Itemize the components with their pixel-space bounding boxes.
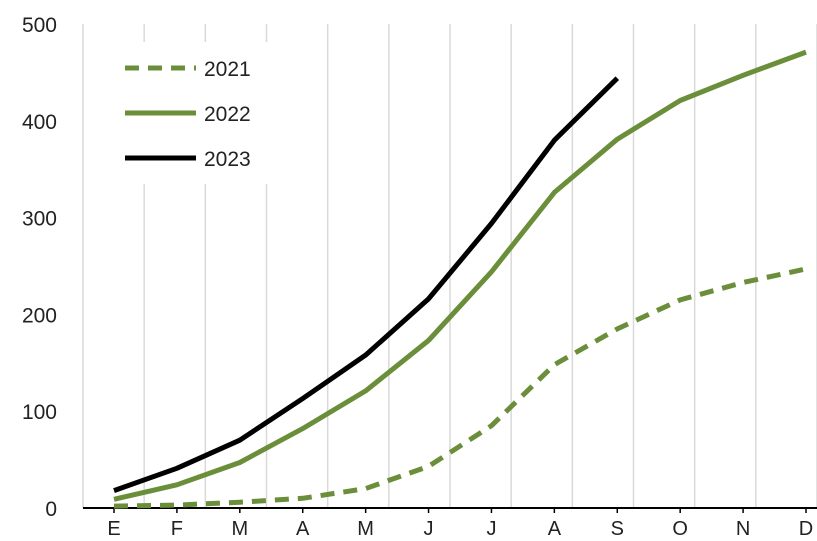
series-line-2023 bbox=[113, 76, 620, 493]
x-tick-label: S bbox=[611, 518, 624, 536]
y-tick-label: 400 bbox=[22, 111, 57, 134]
legend-label: 2022 bbox=[204, 103, 251, 126]
legend-label: 2023 bbox=[204, 148, 251, 171]
y-tick-label: 0 bbox=[45, 498, 57, 521]
x-tick-label: F bbox=[171, 518, 183, 536]
legend-label: 2021 bbox=[204, 58, 251, 81]
x-tick-label: M bbox=[357, 518, 374, 536]
y-tick-label: 300 bbox=[22, 208, 57, 231]
x-tick-label: E bbox=[107, 518, 120, 536]
x-tick-label: A bbox=[296, 518, 310, 536]
y-tick-label: 100 bbox=[22, 401, 57, 424]
x-tick-label: D bbox=[799, 518, 813, 536]
y-tick-label: 500 bbox=[22, 14, 57, 37]
y-tick-label: 200 bbox=[22, 304, 57, 327]
series-line-2021 bbox=[113, 266, 807, 509]
series-line-2022 bbox=[113, 49, 807, 502]
x-tick-label: M bbox=[231, 518, 248, 536]
x-tick-label: O bbox=[672, 518, 688, 536]
x-tick-label: A bbox=[548, 518, 562, 536]
axes: 0 100 200 300 400 500 E F M A M J J A S O N D bbox=[22, 14, 817, 540]
x-tick-label: J bbox=[486, 518, 496, 536]
x-tick-label: N bbox=[736, 518, 750, 536]
series bbox=[113, 49, 807, 509]
legend: 2021 2022 2023 bbox=[104, 42, 280, 184]
x-tick-label: J bbox=[424, 518, 434, 536]
